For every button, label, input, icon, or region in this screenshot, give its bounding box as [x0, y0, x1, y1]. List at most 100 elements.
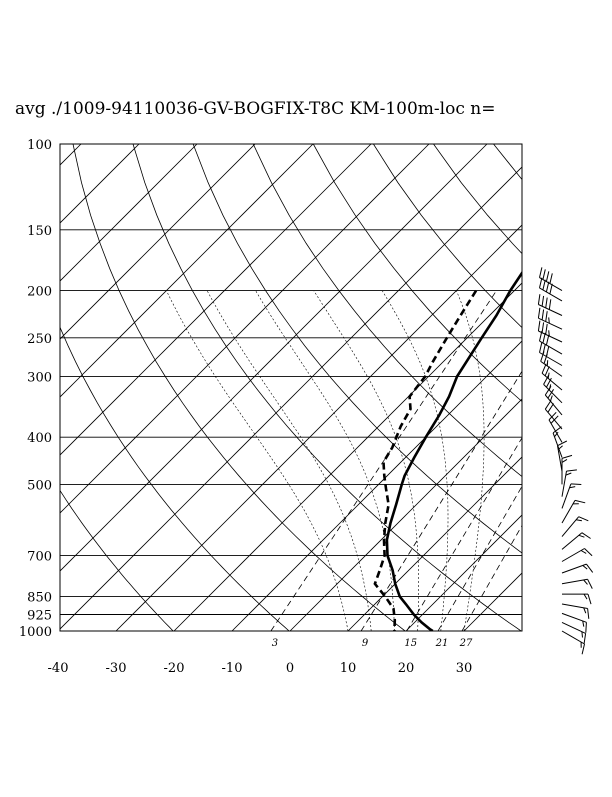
x-tick-label: 0 [286, 661, 294, 676]
wind-barb [562, 631, 585, 654]
y-tick-label: 150 [27, 224, 52, 239]
isotherm-line [464, 144, 612, 631]
wind-barb [562, 484, 581, 509]
mixing-ratio-line [407, 291, 610, 631]
wind-barb-flag [562, 455, 572, 458]
isotherm-line [406, 144, 612, 631]
mixing-ratio-line [271, 291, 497, 631]
moist-adiabat-line [166, 291, 348, 631]
wind-barb-flag [575, 500, 585, 502]
wind-barb [562, 604, 589, 619]
wind-barb [562, 533, 591, 550]
mixing-ratio-label: 27 [459, 638, 473, 649]
wind-barb-flag [542, 296, 544, 306]
wind-barb-flag [546, 311, 548, 321]
wind-barb [538, 294, 562, 315]
dry-adiabat-line [554, 144, 612, 631]
wind-barb [562, 470, 577, 497]
wind-barb [544, 375, 562, 403]
wind-barb-flag [546, 298, 548, 308]
wind-barb-flag [584, 633, 586, 643]
wind-barb-staff [562, 549, 585, 562]
dry-adiabat-line [373, 144, 612, 631]
wind-barb [553, 427, 562, 458]
chart-title: avg ./1009-94110036-GV-BOGFIX-T8C KM-100… [15, 99, 495, 119]
wind-barb [562, 594, 591, 604]
wind-barb-flag [549, 299, 551, 309]
wind-barb-flag [540, 342, 542, 352]
wind-barb-flag [550, 273, 552, 283]
wind-barb-staff [562, 533, 582, 550]
dry-adiabat-line [73, 144, 405, 631]
wind-barbs [538, 267, 592, 654]
wind-barb-flag [585, 549, 593, 556]
dewpoint-profile-line [375, 291, 476, 631]
wind-barb-flag [584, 580, 588, 584]
wind-barb-flag [543, 333, 545, 343]
y-tick-label: 300 [27, 370, 52, 385]
wind-barb-flag [588, 594, 591, 604]
wind-barb-flag [581, 551, 586, 554]
wind-barb [562, 500, 585, 523]
wind-barb-flag [546, 324, 548, 334]
wind-barb [562, 549, 592, 562]
wind-barb-flag [582, 533, 591, 539]
wind-barb-flag [540, 278, 542, 288]
y-tick-label: 200 [27, 285, 52, 300]
dry-adiabat-line [434, 144, 612, 631]
wind-barb-flag [542, 310, 544, 320]
y-tick-label: 850 [27, 591, 52, 606]
wind-barb-flag [543, 280, 545, 290]
wind-barb [562, 579, 592, 588]
wind-barb-flag [545, 401, 551, 410]
y-tick-label: 700 [27, 550, 52, 565]
wind-barb-flag [550, 396, 552, 402]
wind-barb [540, 331, 563, 354]
wind-barb-flag [538, 308, 540, 318]
mixing-ratio-label: 15 [404, 638, 417, 649]
x-tick-label: 30 [456, 661, 473, 676]
wind-barb-flag [583, 565, 588, 569]
wind-barb [562, 455, 572, 484]
x-tick-label: -30 [106, 661, 127, 676]
plot-area [0, 144, 612, 631]
y-tick-label: 925 [27, 609, 52, 624]
moist-adiabat-line [382, 291, 448, 631]
wind-barb-flag [567, 470, 577, 471]
wind-barb [562, 613, 586, 632]
wind-barb-flag [586, 622, 587, 632]
wind-barb-flag [538, 321, 540, 331]
dry-adiabat-line [13, 144, 289, 631]
wind-barb-flag [571, 484, 581, 485]
y-tick-label: 100 [27, 138, 52, 153]
dry-adiabat-line [494, 144, 612, 631]
y-tick-label: 400 [27, 431, 52, 446]
mixing-ratio-label: 9 [362, 638, 369, 649]
wind-barb [562, 564, 593, 573]
y-tick-label: 500 [27, 478, 52, 493]
isotherm-line [232, 144, 612, 631]
wind-barb-flag [549, 317, 550, 323]
mixing-ratio-line [462, 291, 612, 631]
x-tick-label: 10 [340, 661, 357, 676]
wind-barb-flag [588, 609, 589, 619]
wind-barb-flag [542, 364, 546, 374]
wind-barb [540, 267, 563, 290]
wind-barb-flag [540, 267, 542, 277]
mixing-ratio-label: 21 [435, 638, 449, 649]
isotherm-line [0, 144, 23, 631]
y-tick-label: 1000 [19, 625, 52, 640]
dry-adiabat-line [0, 144, 173, 631]
wind-barb-flag [576, 520, 582, 521]
wind-barb-flag [546, 271, 548, 281]
wind-barb-flag [586, 564, 592, 572]
isotherm-line [522, 144, 612, 631]
wind-barb-flag [546, 335, 548, 345]
x-tick-label: -40 [48, 661, 69, 676]
wind-barb-flag [584, 594, 587, 599]
mixing-ratio-label: 3 [272, 638, 278, 649]
wind-barb-flag [582, 632, 583, 638]
isotherm-line [58, 144, 545, 631]
